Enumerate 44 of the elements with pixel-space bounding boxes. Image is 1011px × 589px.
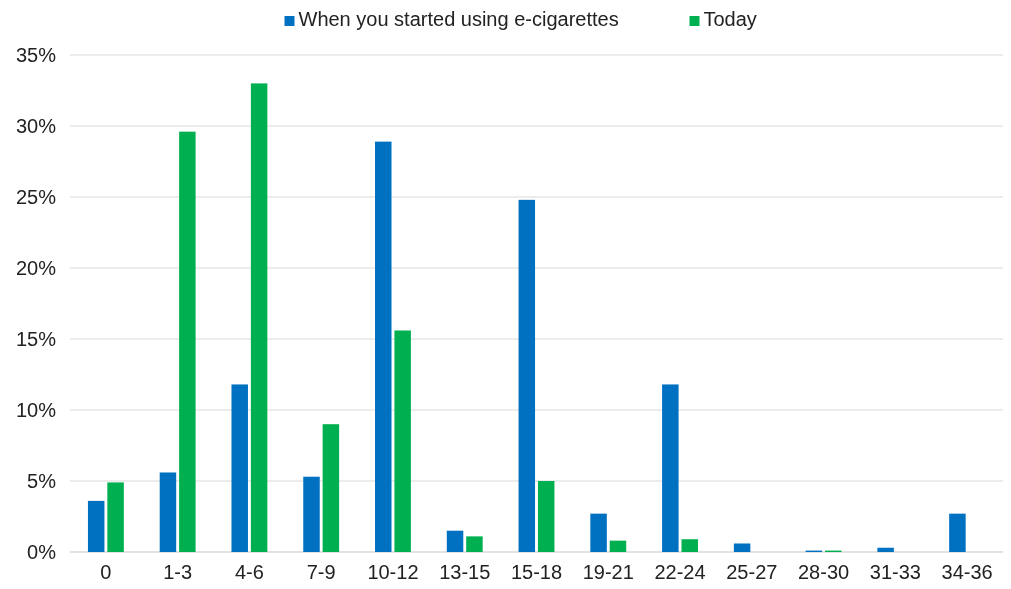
bar bbox=[107, 482, 124, 552]
x-tick-label: 31-33 bbox=[869, 561, 921, 583]
y-tick-label: 25% bbox=[15, 186, 57, 208]
x-tick-label: 22-24 bbox=[654, 561, 706, 583]
y-tick-label: 15% bbox=[15, 328, 57, 350]
x-tick-label: 4-6 bbox=[234, 561, 264, 583]
bar bbox=[590, 513, 607, 552]
x-tick-label: 10-12 bbox=[367, 561, 419, 583]
bar bbox=[250, 83, 268, 552]
x-tick-label: 7-9 bbox=[306, 561, 336, 583]
bar bbox=[375, 141, 392, 552]
bar bbox=[303, 476, 320, 552]
x-tick-label: 15-18 bbox=[510, 561, 563, 583]
bar bbox=[179, 131, 196, 552]
x-tick-label: 1-3 bbox=[163, 561, 193, 583]
bar bbox=[681, 539, 698, 552]
bar bbox=[662, 384, 679, 552]
legend-label: Today bbox=[703, 8, 757, 30]
x-tick-label: 0 bbox=[100, 561, 112, 583]
bar bbox=[231, 384, 248, 552]
bar bbox=[537, 481, 555, 552]
bar bbox=[466, 536, 483, 552]
y-tick-label: 5% bbox=[27, 470, 57, 492]
bar bbox=[609, 540, 627, 552]
bar bbox=[446, 530, 464, 552]
y-tick-label: 30% bbox=[15, 115, 57, 137]
bar bbox=[322, 424, 340, 552]
x-tick-label: 34-36 bbox=[941, 561, 993, 583]
x-tick-label: 19-21 bbox=[582, 561, 634, 583]
bar bbox=[159, 472, 177, 552]
x-tick-label: 28-30 bbox=[798, 561, 850, 583]
x-tick-label: 13-15 bbox=[439, 561, 491, 583]
bar bbox=[87, 500, 105, 552]
x-tick-label: 25-27 bbox=[726, 561, 778, 583]
bar bbox=[518, 199, 536, 552]
legend-label: When you started using e-cigarettes bbox=[298, 8, 619, 30]
y-tick-label: 35% bbox=[15, 44, 57, 66]
y-tick-label: 10% bbox=[15, 399, 57, 421]
bar bbox=[949, 513, 966, 552]
bar bbox=[394, 330, 411, 552]
y-tick-label: 0% bbox=[27, 541, 57, 563]
y-tick-label: 20% bbox=[15, 257, 57, 279]
bar bbox=[733, 543, 751, 552]
bar bbox=[877, 547, 894, 552]
